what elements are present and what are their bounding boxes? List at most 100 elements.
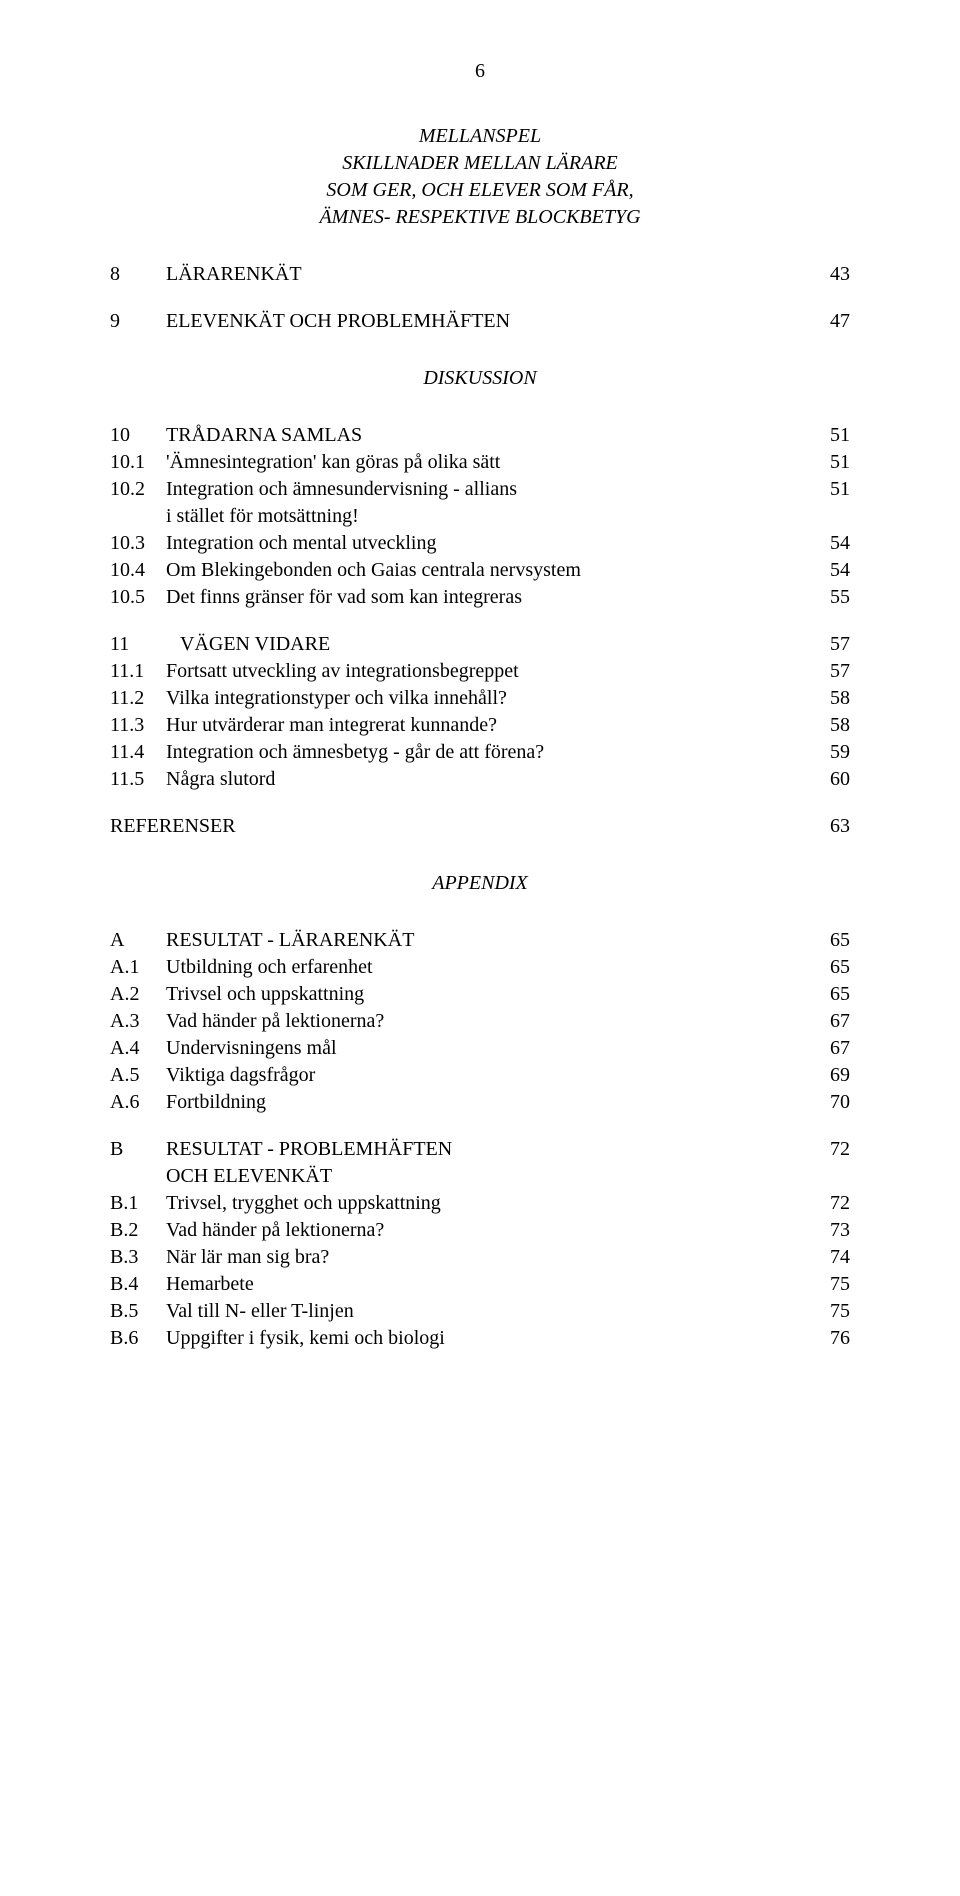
toc-entry-continuation: OCH ELEVENKÄT — [110, 1163, 850, 1190]
toc-number: 10 — [110, 422, 166, 449]
toc-label: Det finns gränser för vad som kan integr… — [166, 584, 810, 611]
heading-line: ÄMNES- RESPEKTIVE BLOCKBETYG — [110, 204, 850, 231]
toc-label: Integration och ämnesundervisning - alli… — [166, 476, 810, 503]
toc-entry-continuation: i stället för motsättning! — [110, 503, 850, 530]
toc-entry: A.1 Utbildning och erfarenhet 65 — [110, 954, 850, 981]
toc-entry-references: REFERENSER 63 — [110, 813, 850, 840]
toc-number: A.3 — [110, 1008, 166, 1035]
toc-number: A — [110, 927, 166, 954]
heading-line: MELLANSPEL — [110, 123, 850, 150]
toc-entry: 10 TRÅDARNA SAMLAS 51 — [110, 422, 850, 449]
toc-number: B.2 — [110, 1217, 166, 1244]
toc-label: Fortbildning — [166, 1089, 810, 1116]
toc-label: Vilka integrationstyper och vilka innehå… — [166, 685, 810, 712]
toc-number: 11 — [110, 631, 166, 658]
toc-page: 51 — [810, 476, 850, 503]
toc-page: 59 — [810, 739, 850, 766]
toc-page: 58 — [810, 685, 850, 712]
toc-page: 43 — [810, 261, 850, 288]
toc-number: A.1 — [110, 954, 166, 981]
toc-label: ELEVENKÄT OCH PROBLEMHÄFTEN — [166, 308, 810, 335]
toc-number: 11.2 — [110, 685, 166, 712]
toc-entry: A.5 Viktiga dagsfrågor 69 — [110, 1062, 850, 1089]
toc-label: Om Blekingebonden och Gaias centrala ner… — [166, 557, 810, 584]
toc-page: 74 — [810, 1244, 850, 1271]
toc-label: Utbildning och erfarenhet — [166, 954, 810, 981]
toc-entry: A.4 Undervisningens mål 67 — [110, 1035, 850, 1062]
toc-label: Trivsel, trygghet och uppskattning — [166, 1190, 810, 1217]
toc-label: Fortsatt utveckling av integrationsbegre… — [166, 658, 810, 685]
toc-page: 47 — [810, 308, 850, 335]
toc-page: 70 — [810, 1089, 850, 1116]
toc-label: Trivsel och uppskattning — [166, 981, 810, 1008]
toc-page: 60 — [810, 766, 850, 793]
toc-label: Hur utvärderar man integrerat kunnande? — [166, 712, 810, 739]
toc-label: Val till N- eller T-linjen — [166, 1298, 810, 1325]
toc-entry: 8 LÄRARENKÄT 43 — [110, 261, 850, 288]
toc-number: 9 — [110, 308, 166, 335]
toc-label: Undervisningens mål — [166, 1035, 810, 1062]
toc-page: 75 — [810, 1298, 850, 1325]
toc-label: OCH ELEVENKÄT — [166, 1163, 810, 1190]
toc-number: B.6 — [110, 1325, 166, 1352]
toc-page: 69 — [810, 1062, 850, 1089]
toc-label: TRÅDARNA SAMLAS — [166, 422, 810, 449]
toc-page: 54 — [810, 530, 850, 557]
toc-label: RESULTAT - LÄRARENKÄT — [166, 927, 810, 954]
toc-number: 11.4 — [110, 739, 166, 766]
toc-entry: B.6 Uppgifter i fysik, kemi och biologi … — [110, 1325, 850, 1352]
toc-page: 73 — [810, 1217, 850, 1244]
page-number: 6 — [110, 60, 850, 83]
toc-entry: B RESULTAT - PROBLEMHÄFTEN 72 — [110, 1136, 850, 1163]
toc-number: A.5 — [110, 1062, 166, 1089]
toc-page: 51 — [810, 449, 850, 476]
toc-entry: 11.4 Integration och ämnesbetyg - går de… — [110, 739, 850, 766]
toc-number: 10.2 — [110, 476, 166, 503]
toc-label: Några slutord — [166, 766, 810, 793]
toc-entry: A.6 Fortbildning 70 — [110, 1089, 850, 1116]
toc-entry: 10.4 Om Blekingebonden och Gaias central… — [110, 557, 850, 584]
toc-number: B.5 — [110, 1298, 166, 1325]
toc-label: Vad händer på lektionerna? — [166, 1008, 810, 1035]
section-heading-diskussion: DISKUSSION — [110, 365, 850, 392]
toc-number: A.6 — [110, 1089, 166, 1116]
toc-entry: B.1 Trivsel, trygghet och uppskattning 7… — [110, 1190, 850, 1217]
toc-label: 'Ämnesintegration' kan göras på olika sä… — [166, 449, 810, 476]
toc-entry: 10.1 'Ämnesintegration' kan göras på oli… — [110, 449, 850, 476]
toc-entry: 11 VÄGEN VIDARE 57 — [110, 631, 850, 658]
toc-number: A.4 — [110, 1035, 166, 1062]
toc-entry: 9 ELEVENKÄT OCH PROBLEMHÄFTEN 47 — [110, 308, 850, 335]
toc-page: 51 — [810, 422, 850, 449]
toc-page: 76 — [810, 1325, 850, 1352]
toc-entry: B.3 När lär man sig bra? 74 — [110, 1244, 850, 1271]
toc-page: 67 — [810, 1035, 850, 1062]
toc-page: 75 — [810, 1271, 850, 1298]
toc-page: 54 — [810, 557, 850, 584]
toc-page: 57 — [810, 631, 850, 658]
toc-number: 11.1 — [110, 658, 166, 685]
toc-number: B.4 — [110, 1271, 166, 1298]
toc-page: 65 — [810, 927, 850, 954]
toc-number: 10.4 — [110, 557, 166, 584]
toc-entry: 11.3 Hur utvärderar man integrerat kunna… — [110, 712, 850, 739]
document-page: 6 MELLANSPEL SKILLNADER MELLAN LÄRARE SO… — [0, 0, 960, 1432]
toc-page: 67 — [810, 1008, 850, 1035]
toc-entry: 10.3 Integration och mental utveckling 5… — [110, 530, 850, 557]
toc-page: 55 — [810, 584, 850, 611]
toc-entry: 10.2 Integration och ämnesundervisning -… — [110, 476, 850, 503]
toc-number: B — [110, 1136, 166, 1163]
toc-label: Integration och mental utveckling — [166, 530, 810, 557]
toc-number: 8 — [110, 261, 166, 288]
toc-label: LÄRARENKÄT — [166, 261, 810, 288]
toc-page: 57 — [810, 658, 850, 685]
toc-entry: A.2 Trivsel och uppskattning 65 — [110, 981, 850, 1008]
toc-entry: 11.2 Vilka integrationstyper och vilka i… — [110, 685, 850, 712]
toc-label: RESULTAT - PROBLEMHÄFTEN — [166, 1136, 810, 1163]
toc-number: B.3 — [110, 1244, 166, 1271]
toc-label: i stället för motsättning! — [166, 503, 810, 530]
toc-entry: 10.5 Det finns gränser för vad som kan i… — [110, 584, 850, 611]
toc-label: Vad händer på lektionerna? — [166, 1217, 810, 1244]
toc-label: Hemarbete — [166, 1271, 810, 1298]
heading-line: SKILLNADER MELLAN LÄRARE — [110, 150, 850, 177]
toc-page: 72 — [810, 1136, 850, 1163]
